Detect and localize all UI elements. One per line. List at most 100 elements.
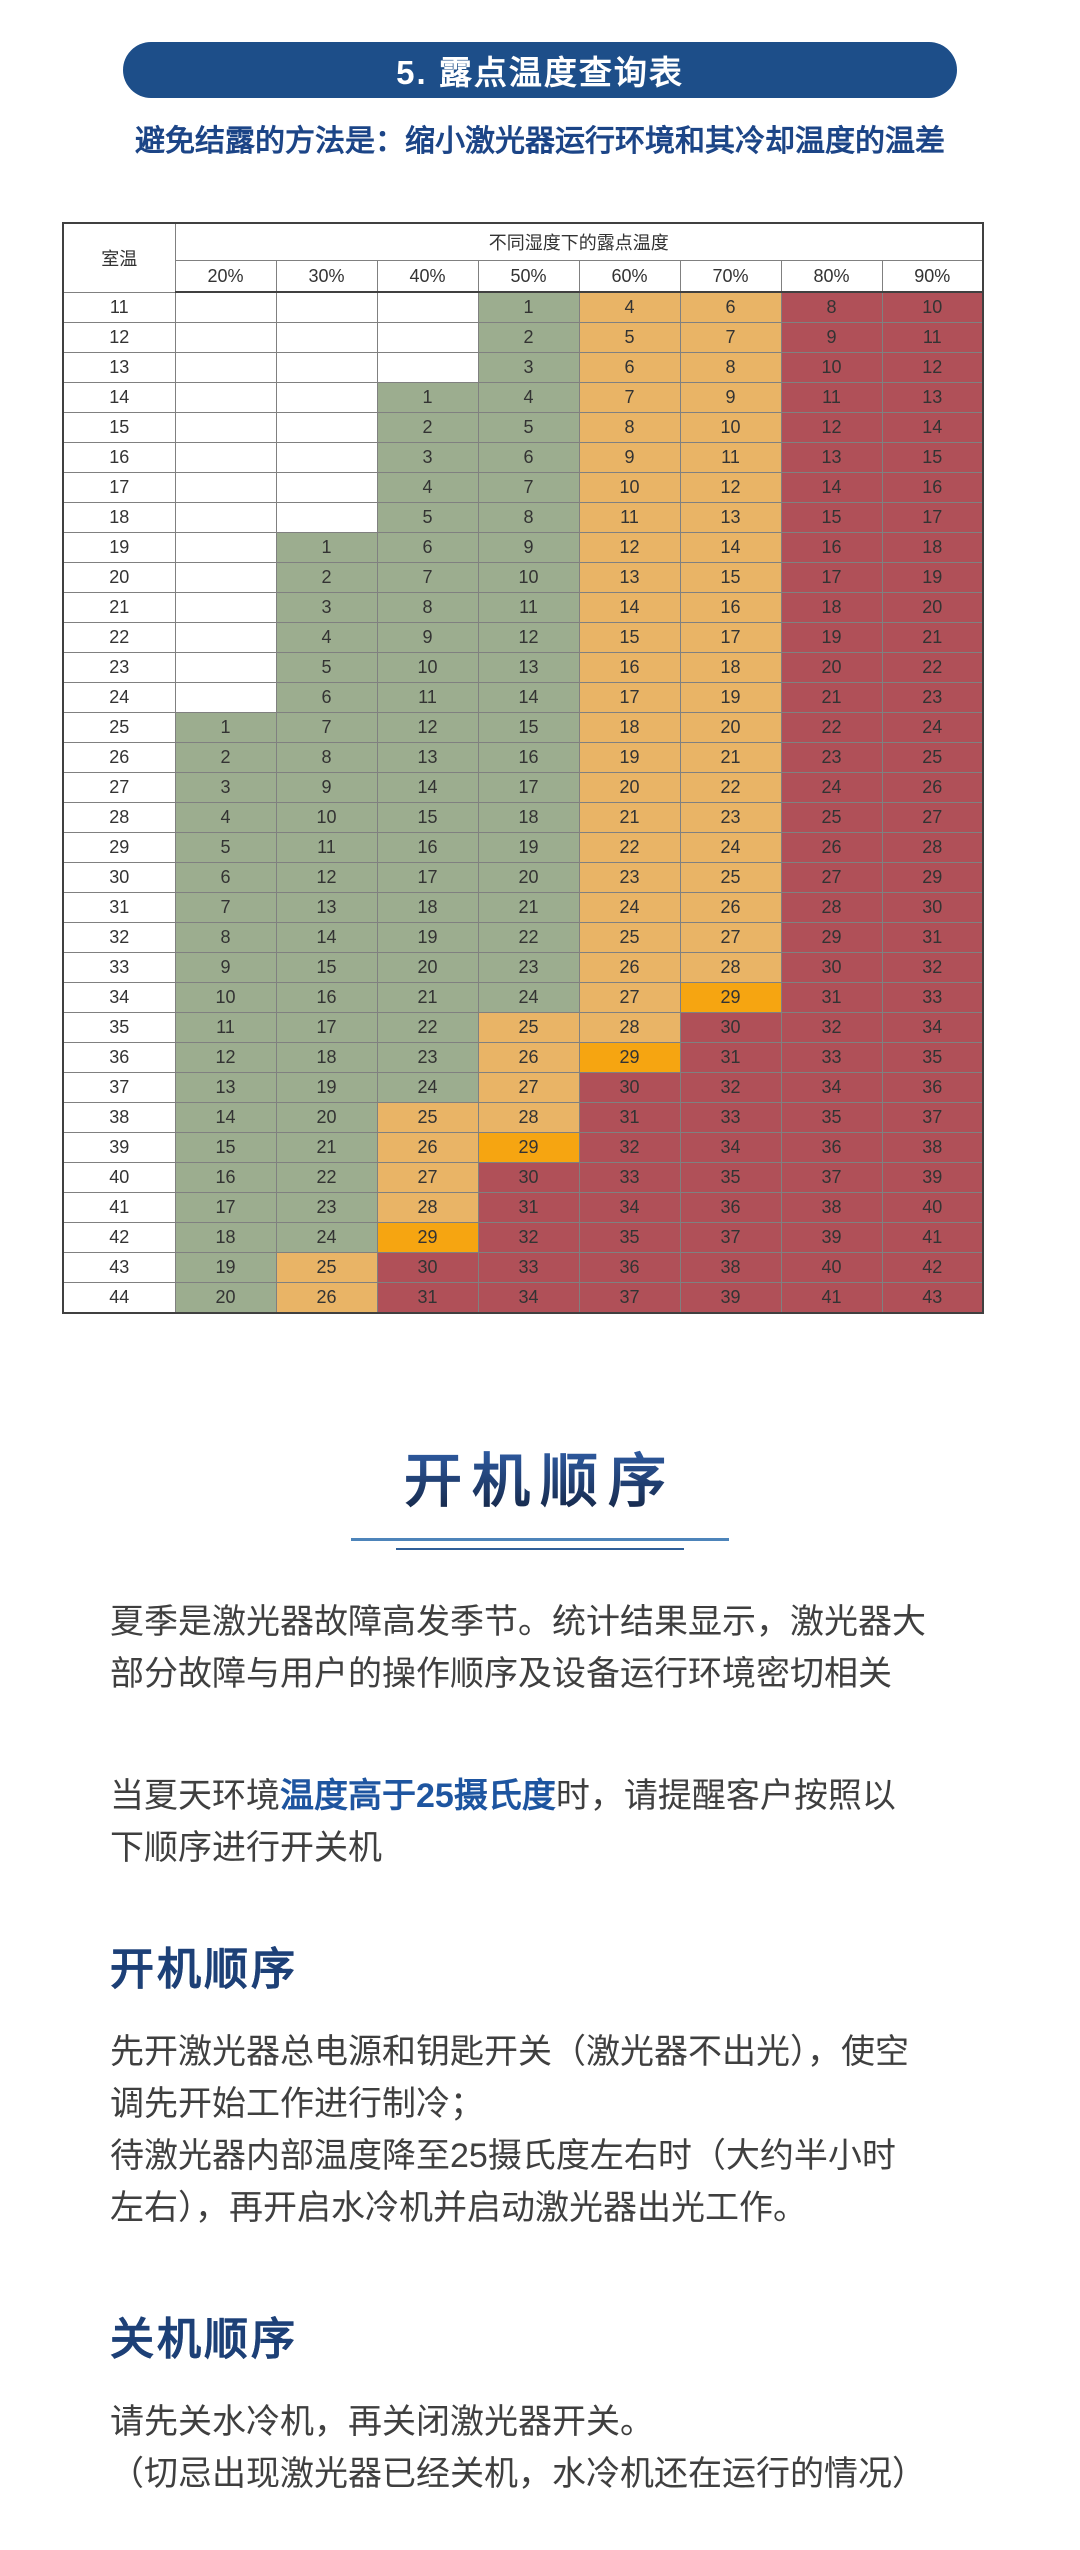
shutdown-section-title: 关机顺序 [110,2314,970,2366]
dew-point-cell: 30 [679,1012,782,1043]
dew-point-cell: 11 [174,1012,277,1043]
dew-point-cell: 8 [376,592,479,623]
dew-point-cell: 24 [881,712,984,743]
table-row: 40 16 22 27 30 33 35 37 39 [62,1162,984,1193]
dew-point-cell [376,352,479,383]
table-row: 25 1 7 12 15 18 20 22 24 [62,712,984,743]
dew-point-cell: 9 [578,442,681,473]
table-row: 26 2 8 13 16 19 21 23 25 [62,742,984,773]
dew-point-cell: 16 [174,1162,277,1193]
dew-point-cell: 10 [578,472,681,503]
dew-point-cell [174,442,277,473]
condition-paragraph: 当夏天环境温度高于25摄氏度时，请提醒客户按照以 下顺序进行开关机 [110,1770,970,1874]
dew-point-cell: 6 [275,682,378,713]
dew-point-cell: 8 [679,352,782,383]
dew-point-cell: 17 [679,622,782,653]
dew-point-cell: 24 [477,982,580,1013]
dew-point-cell: 11 [477,592,580,623]
room-temp-cell: 21 [62,592,176,623]
dew-point-cell: 30 [780,952,883,983]
dew-point-cell: 36 [578,1252,681,1283]
room-temp-cell: 28 [62,802,176,833]
table-row: 30 6 12 17 20 23 25 27 29 [62,862,984,893]
dew-point-cell: 31 [578,1102,681,1133]
table-row: 14 1 4 7 9 11 13 [62,382,984,413]
dew-point-cell: 19 [679,682,782,713]
dew-point-cell: 14 [477,682,580,713]
dew-point-cell: 33 [780,1042,883,1073]
startup-section-title: 开机顺序 [110,1944,970,1996]
dew-point-cell: 18 [477,802,580,833]
dew-point-cell: 7 [477,472,580,503]
dew-point-cell: 17 [780,562,883,593]
dew-point-cell: 20 [881,592,984,623]
table-row: 34 10 16 21 24 27 29 31 33 [62,982,984,1013]
dew-point-cell: 10 [174,982,277,1013]
dew-point-cell: 28 [477,1102,580,1133]
table-header-row-1: 室温 不同湿度下的露点温度 [62,222,984,293]
dew-point-cell: 13 [477,652,580,683]
dew-point-cell: 9 [477,532,580,563]
table-row: 38 14 20 25 28 31 33 35 37 [62,1102,984,1133]
dew-point-cell: 33 [881,982,984,1013]
dew-point-cell: 8 [578,412,681,443]
dew-point-cell: 10 [679,412,782,443]
dew-point-cell: 2 [376,412,479,443]
dew-point-cell: 32 [578,1132,681,1163]
dew-point-cell: 8 [477,502,580,533]
dew-point-cell: 2 [275,562,378,593]
dew-point-cell: 12 [679,472,782,503]
table-row: 32 8 14 19 22 25 27 29 31 [62,922,984,953]
dew-point-cell: 1 [174,712,277,743]
dew-point-cell: 5 [174,832,277,863]
dew-point-cell: 38 [881,1132,984,1163]
dew-point-cell: 39 [780,1222,883,1253]
room-temp-cell: 12 [62,322,176,353]
dew-point-cell: 12 [275,862,378,893]
table-row: 43 19 25 30 33 36 38 40 42 [62,1252,984,1283]
dew-point-cell: 21 [275,1132,378,1163]
dew-point-cell [174,652,277,683]
dew-point-cell: 7 [679,322,782,353]
room-temp-cell: 38 [62,1102,176,1133]
table-row: 22 4 9 12 15 17 19 21 [62,622,984,653]
dew-point-cell: 27 [578,982,681,1013]
dew-point-cell: 5 [477,412,580,443]
dew-point-cell: 16 [780,532,883,563]
dew-point-cell: 23 [477,952,580,983]
room-temp-cell: 31 [62,892,176,923]
dew-point-cell: 19 [881,562,984,593]
dew-point-cell: 21 [477,892,580,923]
dew-point-cell: 18 [881,532,984,563]
dew-point-cell [275,412,378,443]
dew-point-cell [275,472,378,503]
dew-point-cell: 3 [275,592,378,623]
dew-point-cell: 12 [477,622,580,653]
dew-point-cell: 19 [174,1252,277,1283]
dew-point-cell [275,502,378,533]
dew-point-cell: 8 [275,742,378,773]
room-temp-cell: 23 [62,652,176,683]
room-temp-cell: 22 [62,622,176,653]
dew-point-cell: 29 [376,1222,479,1253]
dew-point-cell: 19 [275,1072,378,1103]
table-row: 20 2 7 10 13 15 17 19 [62,562,984,593]
dew-point-cell: 27 [881,802,984,833]
dew-point-cell: 6 [174,862,277,893]
room-temp-cell: 30 [62,862,176,893]
room-temp-cell: 17 [62,472,176,503]
room-temp-cell: 33 [62,952,176,983]
dew-point-cell: 3 [174,772,277,803]
table-row: 29 5 11 16 19 22 24 26 28 [62,832,984,863]
dew-point-cell: 25 [376,1102,479,1133]
table-row: 31 7 13 18 21 24 26 28 30 [62,892,984,923]
dew-point-cell [174,291,277,323]
dew-point-cell: 36 [881,1072,984,1103]
title-underline-top [351,1538,729,1541]
dew-point-cell: 18 [275,1042,378,1073]
dew-point-cell: 25 [780,802,883,833]
room-temp-cell: 20 [62,562,176,593]
banner-title: 5. 露点温度查询表 [396,54,684,91]
dew-point-cell [174,622,277,653]
dew-point-cell: 16 [881,472,984,503]
